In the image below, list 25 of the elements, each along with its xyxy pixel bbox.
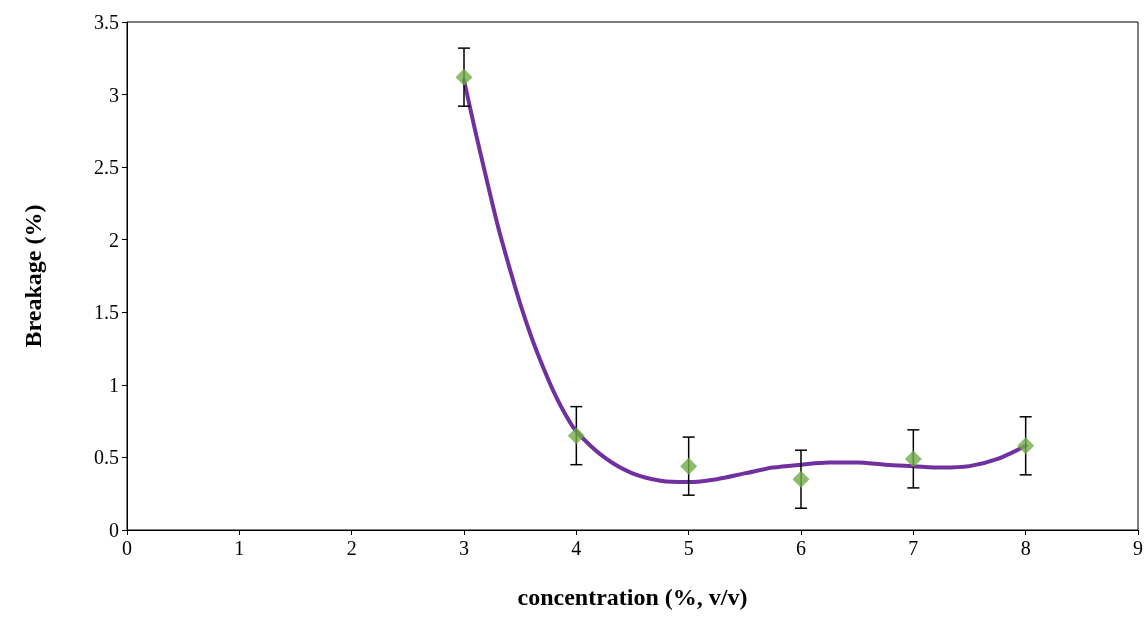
- x-axis-title: concentration (%, v/v): [517, 584, 748, 610]
- x-tick-label: 4: [571, 537, 582, 559]
- x-tick-label: 9: [1133, 537, 1143, 559]
- y-tick-label: 1: [109, 373, 119, 396]
- x-tick-label: 8: [1020, 537, 1031, 559]
- y-axis-title: Breakage (%): [20, 204, 46, 348]
- point: [680, 457, 698, 475]
- x-tick-label: 2: [346, 537, 357, 559]
- y-tick-label: 3: [109, 83, 119, 106]
- x-tick-label: 5: [683, 537, 694, 559]
- y-tick-label: 2.5: [94, 156, 119, 179]
- point: [567, 427, 585, 445]
- x-tick-label: 1: [234, 537, 245, 559]
- point: [792, 470, 810, 488]
- x-tick-label: 7: [908, 537, 919, 559]
- point: [1017, 437, 1035, 455]
- x-tick-label: 6: [796, 537, 806, 559]
- point: [904, 450, 922, 468]
- y-tick-label: 3.5: [94, 11, 119, 33]
- y-tick-label: 0.5: [94, 446, 119, 469]
- y-tick-label: 1.5: [94, 301, 119, 324]
- point: [455, 68, 473, 86]
- y-tick-label: 0: [109, 519, 119, 541]
- y-tick-label: 2: [109, 228, 119, 251]
- x-tick-label: 3: [459, 537, 469, 559]
